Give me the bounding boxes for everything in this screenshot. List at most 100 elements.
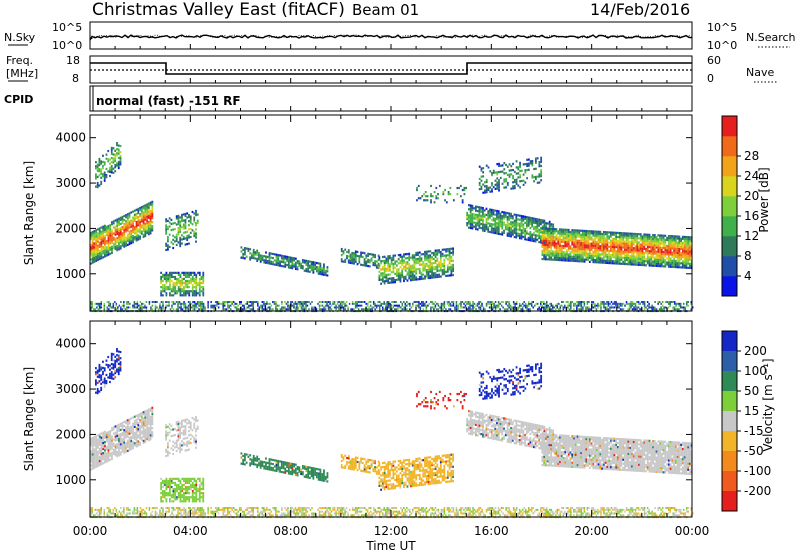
power-cell xyxy=(440,304,443,307)
power-cell xyxy=(133,219,136,223)
power-cell xyxy=(153,301,155,304)
power-cell xyxy=(559,304,562,307)
power-cell xyxy=(249,301,252,304)
power-cell xyxy=(110,167,113,170)
power-cell xyxy=(606,302,608,305)
power-cell xyxy=(300,302,303,305)
power-cell xyxy=(534,159,537,162)
power-cell xyxy=(653,250,656,253)
power-cell xyxy=(125,220,127,223)
power-cell xyxy=(114,149,117,152)
power-cell xyxy=(643,241,646,244)
power-cell xyxy=(452,253,455,256)
power-cell xyxy=(374,264,376,267)
power-cell xyxy=(429,266,432,269)
power-cell xyxy=(513,229,516,233)
power-cell xyxy=(265,255,267,258)
power-cell xyxy=(625,301,628,304)
power-cell xyxy=(323,263,325,266)
power-cell xyxy=(183,302,185,305)
power-cell xyxy=(630,304,632,307)
power-cell xyxy=(512,187,514,190)
power-cell xyxy=(197,292,199,295)
power-cell xyxy=(151,217,154,220)
power-cell xyxy=(112,246,115,250)
power-cell xyxy=(91,237,94,240)
power-cell xyxy=(613,231,616,234)
power-cell xyxy=(176,271,178,274)
power-cell xyxy=(492,209,495,212)
power-cell xyxy=(608,257,611,261)
power-cell xyxy=(674,241,677,244)
power-cell xyxy=(590,238,593,241)
power-cell xyxy=(491,184,493,187)
power-cell xyxy=(403,267,405,270)
power-cell xyxy=(404,304,407,307)
power-cell xyxy=(366,304,369,307)
power-cell xyxy=(639,245,642,248)
power-cell xyxy=(133,236,136,239)
power-cell xyxy=(574,255,577,259)
power-cell xyxy=(508,226,511,229)
power-cell xyxy=(503,221,505,224)
power-cell xyxy=(102,229,105,232)
power-cell xyxy=(372,306,375,309)
power-cell xyxy=(525,230,528,233)
power-cell xyxy=(130,229,133,232)
power-cell xyxy=(279,254,281,257)
power-cell xyxy=(384,304,387,307)
power-cell xyxy=(387,301,390,304)
power-cell xyxy=(625,242,628,245)
power-cell xyxy=(258,308,261,311)
power-cell xyxy=(674,265,677,269)
power-cell xyxy=(548,233,551,237)
power-cell xyxy=(195,232,197,235)
power-cell xyxy=(114,245,117,249)
power-cell xyxy=(581,254,584,257)
power-cell xyxy=(580,304,583,307)
power-cell xyxy=(104,255,106,258)
power-cell xyxy=(560,238,563,241)
power-cell xyxy=(512,175,514,178)
power-cell xyxy=(184,237,187,240)
power-cell xyxy=(389,308,391,311)
power-cell xyxy=(579,301,581,304)
power-cell xyxy=(95,161,97,164)
power-cell xyxy=(264,302,267,305)
power-cell xyxy=(480,208,483,211)
power-cell xyxy=(508,175,511,178)
power-cell xyxy=(184,221,187,224)
power-cell xyxy=(403,259,405,262)
power-cell xyxy=(144,222,147,225)
power-cell xyxy=(624,240,626,243)
power-cell xyxy=(648,243,651,247)
power-cell xyxy=(191,229,194,232)
power-cell xyxy=(399,255,402,259)
power-cell xyxy=(650,244,653,247)
power-cell xyxy=(116,236,119,240)
power-cell xyxy=(501,225,504,228)
power-cell xyxy=(590,256,593,259)
power-cell xyxy=(532,301,534,304)
power-cell xyxy=(498,162,500,165)
power-cell xyxy=(538,234,541,238)
power-cell xyxy=(634,257,637,260)
power-cell xyxy=(641,255,644,258)
power-cell xyxy=(130,235,133,239)
power-cell xyxy=(484,308,486,311)
power-cell xyxy=(648,237,651,241)
power-cell xyxy=(662,244,665,248)
power-cell xyxy=(629,257,632,260)
power-cell xyxy=(566,232,568,236)
power-cell xyxy=(252,301,255,304)
power-cell xyxy=(550,308,553,311)
power-cell xyxy=(485,207,488,210)
power-cell xyxy=(660,261,663,264)
power-cell xyxy=(404,306,407,309)
power-cell xyxy=(611,243,614,246)
power-cell xyxy=(512,301,515,304)
power-cell xyxy=(344,302,346,305)
power-cell xyxy=(177,222,180,226)
power-cell xyxy=(287,266,290,269)
power-cell xyxy=(95,237,98,240)
